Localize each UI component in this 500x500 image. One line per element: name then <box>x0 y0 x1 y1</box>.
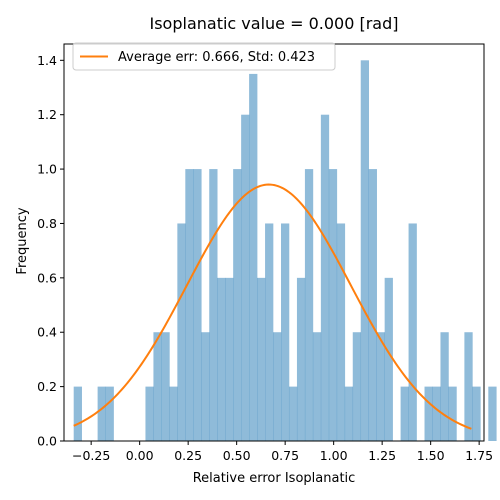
histogram-bar <box>233 169 242 441</box>
histogram-bar <box>344 386 354 441</box>
histogram-bar <box>312 332 322 441</box>
histogram-bar <box>328 169 338 441</box>
histogram-bar <box>400 386 409 441</box>
histogram-bar <box>193 169 202 441</box>
histogram-bar <box>408 223 417 441</box>
histogram-bar <box>249 73 258 441</box>
x-tick-label: 1.50 <box>417 448 445 463</box>
histogram-bar <box>304 169 314 441</box>
histogram-bar <box>241 114 250 441</box>
histogram-bar <box>281 223 290 441</box>
histogram-bar <box>296 277 306 441</box>
x-tick-label: 0.00 <box>126 448 154 463</box>
histogram-bar <box>440 332 449 441</box>
histogram-bar <box>472 386 481 441</box>
curve-layer <box>73 183 472 430</box>
histogram-bar <box>288 386 298 441</box>
histogram-bar <box>464 332 473 441</box>
y-tick-label: 1.2 <box>37 107 57 122</box>
y-tick-label: 0.4 <box>37 325 57 340</box>
legend-box <box>72 42 336 71</box>
histogram-bar <box>185 169 194 441</box>
histogram-bar <box>273 332 282 441</box>
histogram-bar <box>145 386 154 441</box>
legend-label: Average err: 0.666, Std: 0.423 <box>118 50 315 65</box>
gaussian-fit-line <box>73 183 472 430</box>
histogram-bar <box>424 386 433 441</box>
histogram-bar <box>336 223 346 441</box>
histogram-bar <box>448 386 457 441</box>
y-tick-label: 0.8 <box>37 216 57 231</box>
histogram-bar <box>384 277 393 441</box>
histogram-bar <box>177 223 186 441</box>
y-axis-title: Frequency <box>15 207 30 274</box>
bars-layer <box>73 60 497 441</box>
histogram-bar <box>73 386 82 441</box>
x-axis-title: Relative error Isoplanatic <box>193 471 356 486</box>
histogram-bar <box>201 332 210 441</box>
y-tick-label: 1.4 <box>37 53 57 68</box>
legend: Average err: 0.666, Std: 0.423 <box>72 42 336 71</box>
x-tick-label: 1.25 <box>368 448 396 463</box>
histogram-bar <box>352 332 362 441</box>
histogram-bar <box>320 114 330 441</box>
axes-layer: −0.25 0.00 0.25 0.50 0.75 1.00 1.25 1.50 1.75 0.0… <box>37 43 493 463</box>
y-tick-label: 0.0 <box>37 434 57 449</box>
histogram-bar <box>257 277 266 441</box>
x-tick-label: 0.50 <box>223 448 251 463</box>
histogram-bar <box>153 332 162 441</box>
y-tick-label: 1.0 <box>37 162 57 177</box>
x-tick-label: 0.25 <box>174 448 202 463</box>
y-tick-label: 0.6 <box>37 270 57 285</box>
histogram-bar <box>225 277 234 441</box>
histogram-bar <box>376 332 385 441</box>
histogram-bar <box>488 386 497 441</box>
x-tick-label: −0.25 <box>72 448 110 463</box>
y-tick-label: 0.2 <box>37 379 57 394</box>
chart-title: Isoplanatic value = 0.000 [rad] <box>150 14 399 33</box>
histogram-bar <box>217 277 226 441</box>
histogram-bar <box>105 386 114 441</box>
histogram-bar <box>368 169 377 441</box>
x-tick-label: 0.75 <box>271 448 299 463</box>
histogram-bar <box>432 386 441 441</box>
x-tick-label: 1.00 <box>320 448 348 463</box>
histogram-bar <box>161 332 170 441</box>
histogram-bar <box>97 386 106 441</box>
histogram-bar <box>209 169 218 441</box>
histogram-bar <box>360 60 370 441</box>
x-tick-label: 1.75 <box>465 448 493 463</box>
histogram-bar <box>169 386 178 441</box>
histogram-bar <box>265 223 274 441</box>
